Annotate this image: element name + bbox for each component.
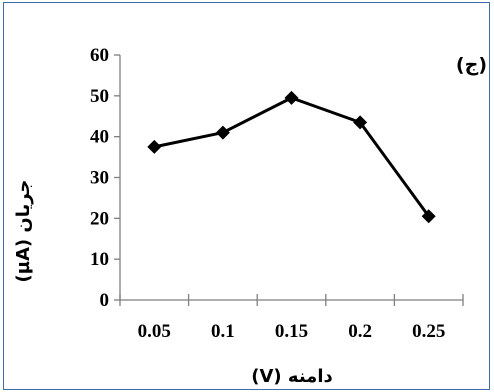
data-point [353, 115, 368, 130]
panel-label: (ج) [456, 54, 487, 76]
y-tick-label: 60 [90, 45, 109, 66]
y-tick-label: 0 [100, 290, 110, 311]
y-tick-label: 20 [90, 208, 109, 229]
x-tick-label: 0.2 [348, 321, 372, 342]
chart-axes [114, 54, 464, 306]
y-tick-label: 30 [90, 168, 109, 189]
y-tick-label: 40 [90, 127, 109, 148]
y-tick-label: 50 [90, 86, 109, 107]
y-axis-title: جریان (µA) [13, 180, 34, 283]
x-tick-labels: 0.05 0.1 0.15 0.2 0.25 [138, 321, 446, 342]
x-tick-label: 0.25 [412, 321, 445, 342]
x-tick-label: 0.15 [275, 321, 308, 342]
data-point [284, 90, 299, 105]
data-series [147, 90, 436, 224]
chart-frame [3, 2, 490, 390]
data-point [215, 125, 230, 140]
x-axis-title: دامنه (V) [251, 366, 332, 387]
y-tick-label: 10 [90, 249, 109, 270]
data-point [147, 139, 162, 154]
x-tick-label: 0.05 [138, 321, 171, 342]
data-point [421, 209, 436, 224]
series-line [153, 96, 430, 218]
y-tick-labels: 0 10 20 30 40 50 60 [90, 45, 109, 311]
x-tick-label: 0.1 [211, 321, 235, 342]
